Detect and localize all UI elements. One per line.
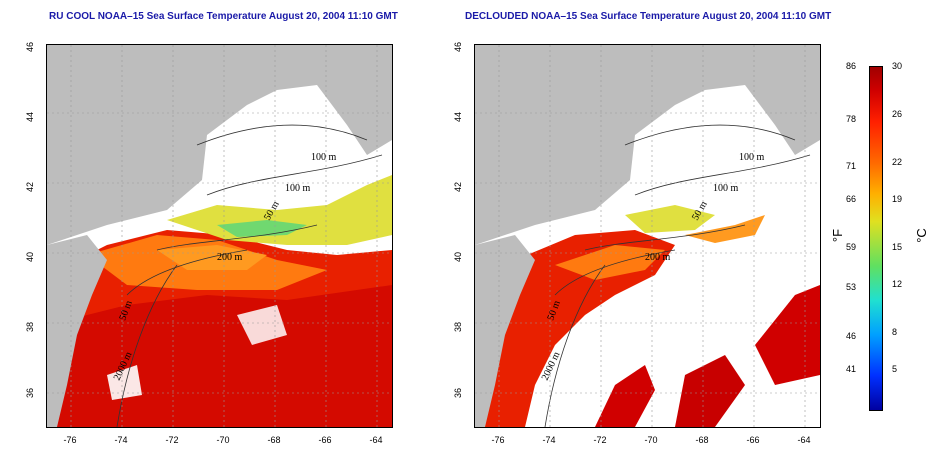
lon-tick: -72 [593,435,607,445]
lon-tick: -68 [267,435,281,445]
colorbar-f-tick: 41 [846,364,857,374]
colorbar-c-tick: 26 [892,109,903,119]
colorbar-f-tick: 59 [846,242,857,252]
lat-tick: 38 [453,322,463,333]
colorbar-c-tick: 12 [892,279,903,289]
left-sst-map-graphic: 100 m 100 m 50 m 200 m 50 m 2000 m [47,45,392,427]
lon-tick: -64 [369,435,383,445]
right-sst-map: 100 m 100 m 50 m 200 m 50 m 2000 m [474,44,821,428]
temperature-colorbar [869,66,883,411]
right-map-title: DECLOUDED NOAA–15 Sea Surface Temperatur… [465,11,832,22]
lat-tick: 36 [453,388,463,399]
lat-tick: 46 [453,42,463,53]
colorbar-c-tick: 15 [892,242,903,252]
left-sst-map: 100 m 100 m 50 m 200 m 50 m 2000 m [46,44,393,428]
lon-tick: -74 [114,435,128,445]
colorbar-c-tick: 19 [892,194,903,204]
lon-tick: -68 [695,435,709,445]
lon-tick: -74 [542,435,556,445]
left-map-title: RU COOL NOAA–15 Sea Surface Temperature … [49,11,398,22]
contour-label: 200 m [645,252,671,263]
colorbar-f-tick: 86 [846,61,857,71]
lat-tick: 46 [25,42,35,53]
lat-tick: 44 [453,112,463,123]
lon-tick: -70 [216,435,230,445]
lat-tick: 38 [25,322,35,333]
lat-tick: 40 [453,252,463,263]
colorbar-f-tick: 71 [846,161,857,171]
colorbar-f-tick: 78 [846,114,857,124]
contour-label: 100 m [739,152,765,163]
contour-label: 100 m [311,152,337,163]
lon-tick: -66 [318,435,332,445]
lon-tick: -66 [746,435,760,445]
colorbar-c-tick: 5 [892,364,898,374]
colorbar-f-tick: 53 [846,282,857,292]
contour-label: 200 m [217,252,243,263]
lon-tick: -72 [165,435,179,445]
colorbar-f-tick: 66 [846,194,857,204]
lat-tick: 44 [25,112,35,123]
colorbar-unit-c: °C [913,228,929,243]
lon-tick: -70 [644,435,658,445]
lat-tick: 36 [25,388,35,399]
colorbar-f-tick: 46 [846,331,857,341]
colorbar-unit-f: °F [830,228,846,243]
colorbar-c-tick: 22 [892,157,903,167]
lat-tick: 42 [25,182,35,193]
colorbar-c-tick: 30 [892,61,903,71]
lon-tick: -76 [63,435,77,445]
lon-tick: -64 [797,435,811,445]
contour-label: 100 m [285,183,311,194]
right-sst-map-graphic: 100 m 100 m 50 m 200 m 50 m 2000 m [475,45,820,427]
contour-label: 100 m [713,183,739,194]
lat-tick: 40 [25,252,35,263]
lon-tick: -76 [491,435,505,445]
colorbar-c-tick: 8 [892,327,898,337]
lat-tick: 42 [453,182,463,193]
